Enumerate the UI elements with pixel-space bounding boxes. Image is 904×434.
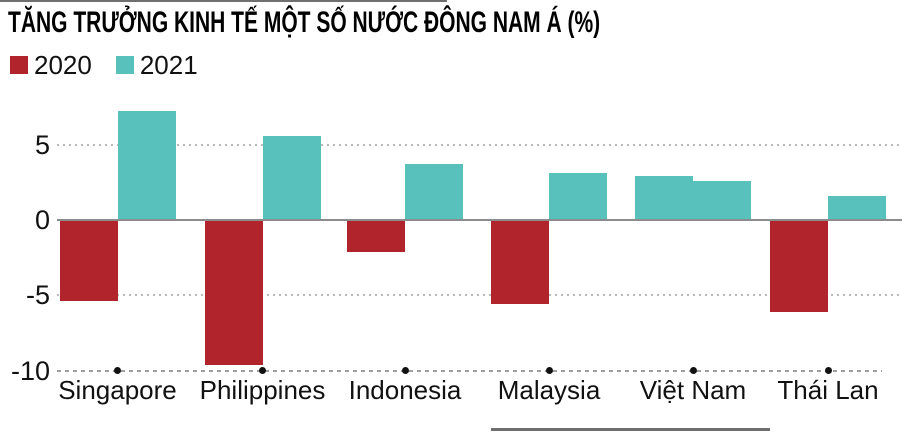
bar-thái-lan-2020 xyxy=(770,220,828,312)
bar-malaysia-2020 xyxy=(491,220,549,305)
bar-philippines-2020 xyxy=(204,220,263,365)
chart-legend: 2020 2021 xyxy=(10,52,198,78)
bar-philippines-2021 xyxy=(262,135,321,220)
zero-axis-line xyxy=(57,219,902,221)
x-label-thái-lan: Thái Lan xyxy=(777,375,879,405)
legend-swatch-2021 xyxy=(115,56,134,74)
axis-dot-malaysia xyxy=(545,367,553,375)
axis-dot-thái-lan xyxy=(824,367,832,375)
axis-dot-philippines xyxy=(259,367,266,375)
x-label-philippines: Philippines xyxy=(199,375,326,405)
bar-indonesia-2021 xyxy=(405,164,463,220)
legend-item-2020: 2020 xyxy=(10,52,92,78)
axis-dot-indonesia xyxy=(401,367,409,375)
y-tick-label-5: 5 xyxy=(34,129,50,160)
legend-item-2021: 2021 xyxy=(115,50,198,80)
bar-malaysia-2021 xyxy=(549,173,607,220)
axis-dot-singapore xyxy=(114,367,121,375)
y-tick-label--10: -10 xyxy=(10,355,50,386)
axis-dot-việt-nam xyxy=(689,367,697,375)
gridline-5 xyxy=(57,143,902,146)
bottom-border-line xyxy=(491,428,770,431)
legend-swatch-2020 xyxy=(10,56,28,74)
x-label-việt-nam: Việt Nam xyxy=(639,375,747,405)
bar-việt-nam-2021 xyxy=(693,180,751,220)
bar-việt-nam-2020 xyxy=(635,176,693,220)
bar-indonesia-2020 xyxy=(347,220,405,252)
bar-singapore-2020 xyxy=(59,220,118,302)
y-tick-label-0: 0 xyxy=(34,205,50,235)
x-label-malaysia: Malaysia xyxy=(497,375,601,405)
y-tick-label--5: -5 xyxy=(25,280,50,311)
gridline--10 xyxy=(57,369,882,372)
top-border-line xyxy=(0,0,447,2)
legend-label-2021: 2021 xyxy=(139,50,198,80)
legend-label-2020: 2020 xyxy=(34,50,92,80)
x-label-singapore: Singapore xyxy=(58,375,177,405)
bar-thái-lan-2021 xyxy=(828,195,886,220)
chart-title: TĂNG TRƯỞNG KINH TẾ MỘT SỐ NƯỚC ĐÔNG NAM… xyxy=(8,6,601,39)
x-label-indonesia: Indonesia xyxy=(348,375,462,405)
gridline--5 xyxy=(57,294,902,297)
bar-singapore-2021 xyxy=(117,111,176,220)
